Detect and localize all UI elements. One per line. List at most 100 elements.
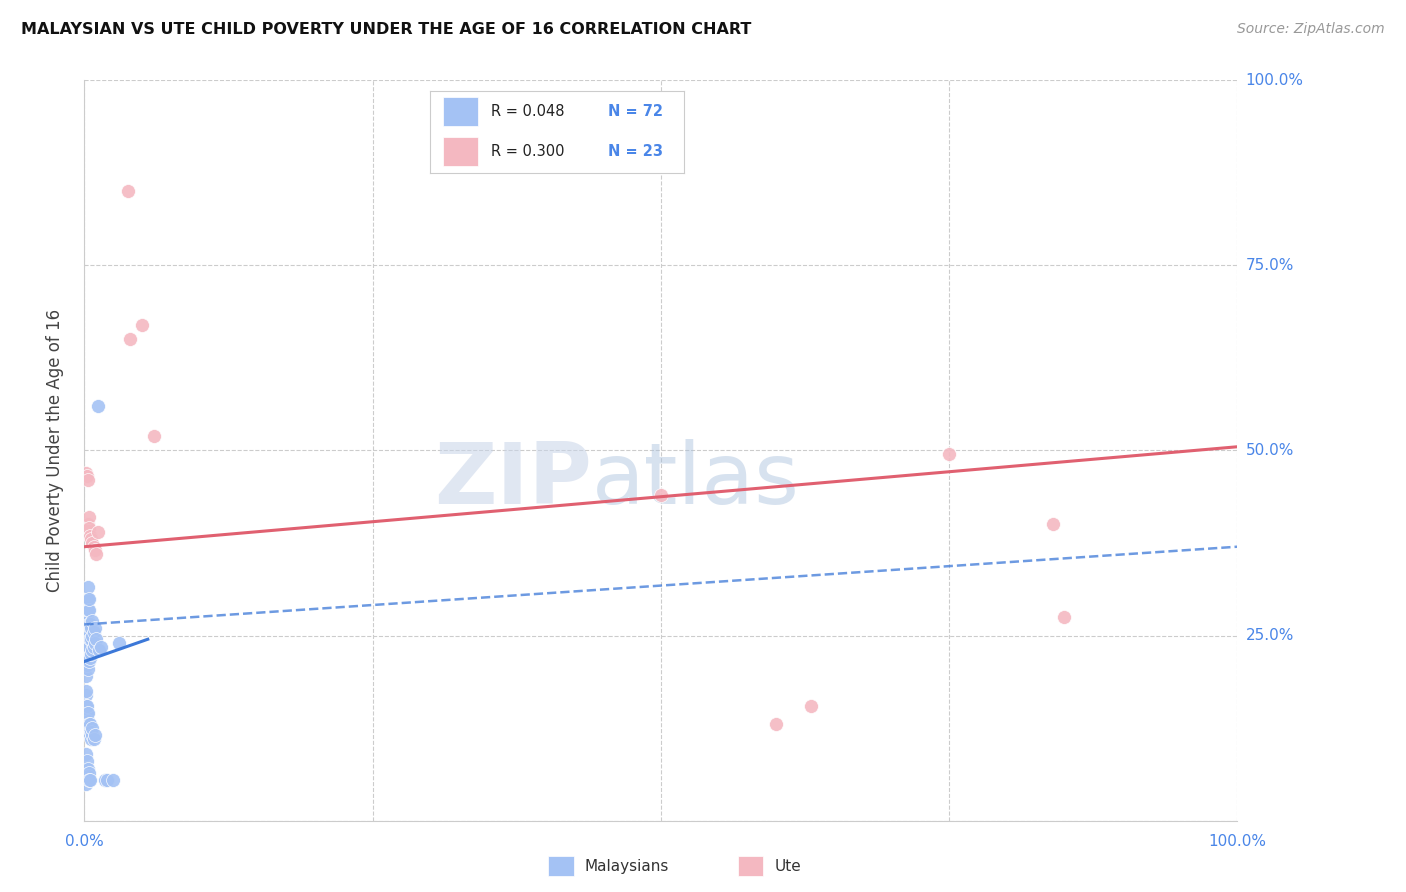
Point (76, 762, 98, 776)
Point (76, 706, 98, 721)
Point (83, 636, 105, 650)
Point (77, 591, 100, 606)
Point (765, 717, 787, 731)
Point (76, 658, 98, 673)
Point (94, 772, 117, 787)
Text: MALAYSIAN VS UTE CHILD POVERTY UNDER THE AGE OF 16 CORRELATION CHART: MALAYSIAN VS UTE CHILD POVERTY UNDER THE… (21, 22, 751, 37)
Point (82, 628, 104, 642)
Point (1042, 517, 1064, 532)
Point (77, 724, 100, 739)
Point (77, 765, 100, 780)
Point (76, 517, 98, 532)
Point (77, 640, 100, 654)
Text: 25.0%: 25.0% (1246, 628, 1294, 643)
Point (84, 547, 107, 561)
Point (79, 528, 101, 542)
Point (79, 717, 101, 731)
Point (82, 643, 104, 657)
Text: Malaysians: Malaysians (585, 859, 669, 873)
Point (80, 533, 103, 547)
Point (96, 772, 118, 787)
Point (650, 488, 672, 502)
Text: Source: ZipAtlas.com: Source: ZipAtlas.com (1237, 22, 1385, 37)
Point (1053, 610, 1076, 624)
Point (75, 703, 97, 717)
Point (89, 640, 111, 654)
Point (75, 466, 97, 480)
Point (75, 669, 97, 683)
Point (83, 540, 105, 554)
Point (75, 698, 97, 713)
Point (76, 581, 98, 595)
Point (83, 621, 105, 635)
Point (120, 333, 142, 347)
Point (79, 617, 101, 632)
Point (76, 662, 98, 676)
Point (76, 614, 98, 628)
Point (83, 543, 105, 558)
Point (800, 698, 823, 713)
Point (77, 628, 100, 642)
Point (76, 591, 98, 606)
Point (79, 729, 101, 743)
Point (77, 717, 100, 731)
Text: 100.0%: 100.0% (1246, 73, 1303, 87)
Point (75, 688, 97, 702)
Point (76, 650, 98, 665)
Point (82, 614, 104, 628)
Point (75, 684, 97, 698)
Point (80, 724, 103, 739)
Point (76, 469, 98, 483)
Point (76, 769, 98, 783)
Point (83, 624, 105, 639)
Point (83, 732, 105, 747)
Point (87, 524, 110, 539)
Point (75, 655, 97, 669)
Point (76, 602, 98, 616)
Point (76, 721, 98, 735)
Point (79, 650, 101, 665)
Point (76, 640, 98, 654)
Point (76, 714, 98, 728)
Text: 100.0%: 100.0% (1208, 834, 1267, 848)
Point (82, 729, 104, 743)
Point (87, 399, 110, 413)
Point (80, 621, 103, 635)
Point (89, 643, 111, 657)
Point (82, 721, 104, 735)
Y-axis label: Child Poverty Under the Age of 16: Child Poverty Under the Age of 16 (45, 309, 63, 592)
Point (84, 632, 107, 647)
Point (79, 772, 101, 787)
Point (80, 732, 103, 747)
Point (82, 536, 104, 550)
Point (76, 698, 98, 713)
Point (108, 636, 131, 650)
Point (75, 762, 97, 776)
Point (77, 602, 100, 616)
Point (75, 747, 97, 761)
Point (76, 640, 98, 654)
Text: Ute: Ute (775, 859, 801, 873)
Point (77, 510, 100, 524)
Point (75, 776, 97, 791)
Point (76, 769, 98, 783)
Point (76, 473, 98, 487)
Point (77, 521, 100, 535)
Point (77, 617, 100, 632)
Point (75, 710, 97, 724)
Point (77, 655, 100, 669)
Point (76, 755, 98, 769)
Point (83, 729, 105, 743)
Point (77, 772, 100, 787)
Point (938, 447, 960, 461)
Point (76, 614, 98, 628)
Point (76, 650, 98, 665)
Text: 50.0%: 50.0% (1246, 443, 1294, 458)
Point (142, 428, 165, 442)
Point (79, 632, 101, 647)
Point (76, 706, 98, 721)
Point (76, 628, 98, 642)
Point (80, 647, 103, 661)
Point (131, 318, 153, 332)
Text: 0.0%: 0.0% (65, 834, 104, 848)
